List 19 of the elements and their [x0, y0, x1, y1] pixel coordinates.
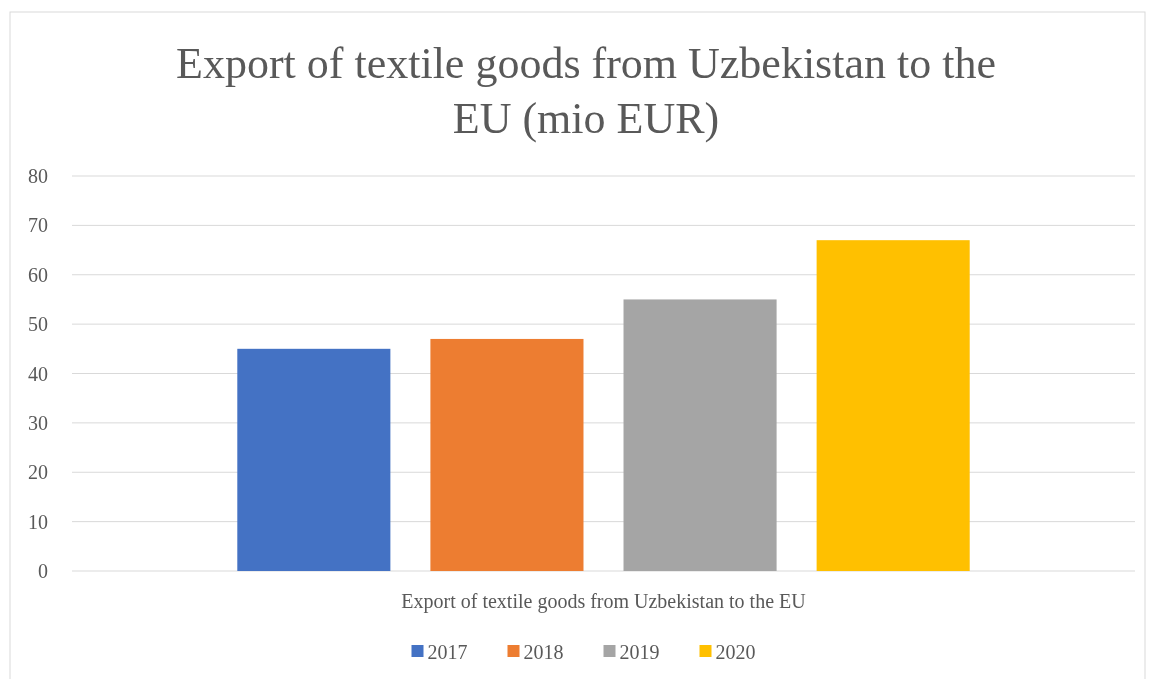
chart-title: Export of textile goods from Uzbekistan to the EU (mio EUR) [176, 39, 996, 143]
bar [816, 240, 970, 571]
bar [237, 348, 391, 571]
y-tick-label: 60 [28, 263, 48, 286]
y-tick-label: 50 [28, 313, 48, 336]
y-tick-label: 70 [28, 214, 48, 237]
legend-label: 2017 [427, 641, 468, 663]
y-tick-label: 10 [28, 510, 48, 533]
y-tick-label: 20 [28, 461, 48, 484]
legend-label: 2019 [619, 641, 660, 663]
y-tick-label: 0 [38, 560, 48, 582]
y-tick-label: 40 [28, 362, 48, 385]
x-tick-label: Export of textile goods from Uzbekistan to the EU [401, 590, 807, 613]
y-tick-label: 30 [28, 411, 48, 434]
bar [623, 299, 777, 571]
legend-label: 2020 [715, 641, 756, 663]
legend-label: 2018 [523, 641, 564, 663]
y-tick-label: 80 [28, 165, 48, 187]
bar [430, 338, 584, 571]
